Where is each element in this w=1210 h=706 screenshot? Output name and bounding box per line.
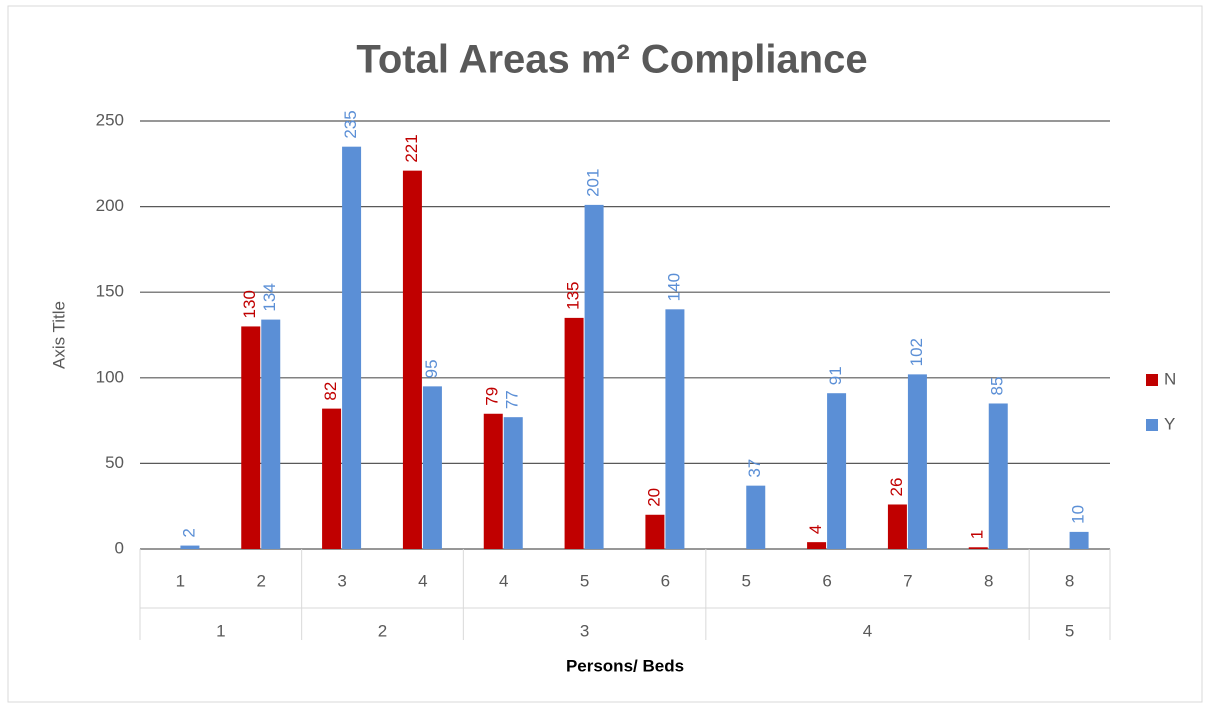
data-label: 135 [564,282,583,310]
legend-swatch [1146,374,1158,386]
x-tick-label: 7 [903,571,912,590]
group-label: 4 [863,621,872,640]
data-label: 82 [321,382,340,401]
x-tick-label: 5 [580,571,589,590]
x-tick-label: 5 [742,571,751,590]
data-label: 26 [887,478,906,497]
y-tick-label: 250 [96,110,124,129]
legend-label: Y [1164,414,1175,433]
group-label: 1 [216,621,225,640]
bar [322,408,342,549]
x-tick-label: 8 [984,571,993,590]
legend-label: N [1164,369,1176,388]
bar [665,309,685,549]
bar [988,403,1008,549]
data-label: 77 [503,390,522,409]
x-axis-title: Persons/ Beds [566,656,684,675]
bar [1069,531,1089,549]
legend-swatch [1146,419,1158,431]
data-label: 134 [260,283,279,311]
x-tick-label: 4 [499,571,508,590]
data-label: 235 [341,110,360,138]
chart-title: Total Areas m² Compliance [356,38,867,82]
bar [827,393,847,549]
y-tick-label: 200 [96,196,124,215]
bar [422,386,442,549]
x-tick-label: 2 [257,571,266,590]
data-label: 85 [988,377,1007,396]
bar [180,545,200,549]
data-label: 102 [907,338,926,366]
bar [746,485,766,549]
group-label: 2 [378,621,387,640]
bar [261,319,281,549]
data-label: 91 [826,366,845,385]
bar [907,374,927,549]
bar [503,417,523,549]
data-label: 95 [422,359,441,378]
x-tick-label: 4 [418,571,427,590]
data-label: 4 [806,525,825,534]
y-tick-label: 0 [115,538,124,557]
bar [807,542,827,549]
x-tick-label: 6 [661,571,670,590]
bar [564,317,584,549]
bar [342,146,362,549]
data-label: 140 [664,273,683,301]
data-label: 20 [644,488,663,507]
y-tick-label: 100 [96,367,124,386]
y-tick-label: 150 [96,282,124,301]
data-label: 1 [968,530,987,539]
bar [483,413,503,549]
data-label: 2 [179,528,198,537]
bar [584,204,604,549]
x-tick-label: 6 [822,571,831,590]
bar [402,170,422,549]
group-label: 5 [1065,621,1074,640]
data-label: 10 [1069,505,1088,524]
y-tick-label: 50 [105,453,124,472]
y-axis-title: Axis Title [49,301,68,369]
chart-border [7,5,1203,703]
data-label: 37 [745,459,764,478]
bar [968,547,988,549]
x-tick-label: 1 [176,571,185,590]
x-tick-label: 3 [337,571,346,590]
bar [241,326,261,549]
bar [645,514,665,549]
x-tick-label: 8 [1065,571,1074,590]
data-label: 130 [240,290,259,318]
data-label: 201 [584,169,603,197]
bar [887,504,907,549]
data-label: 221 [402,134,421,162]
group-label: 3 [580,621,589,640]
data-label: 79 [483,387,502,406]
